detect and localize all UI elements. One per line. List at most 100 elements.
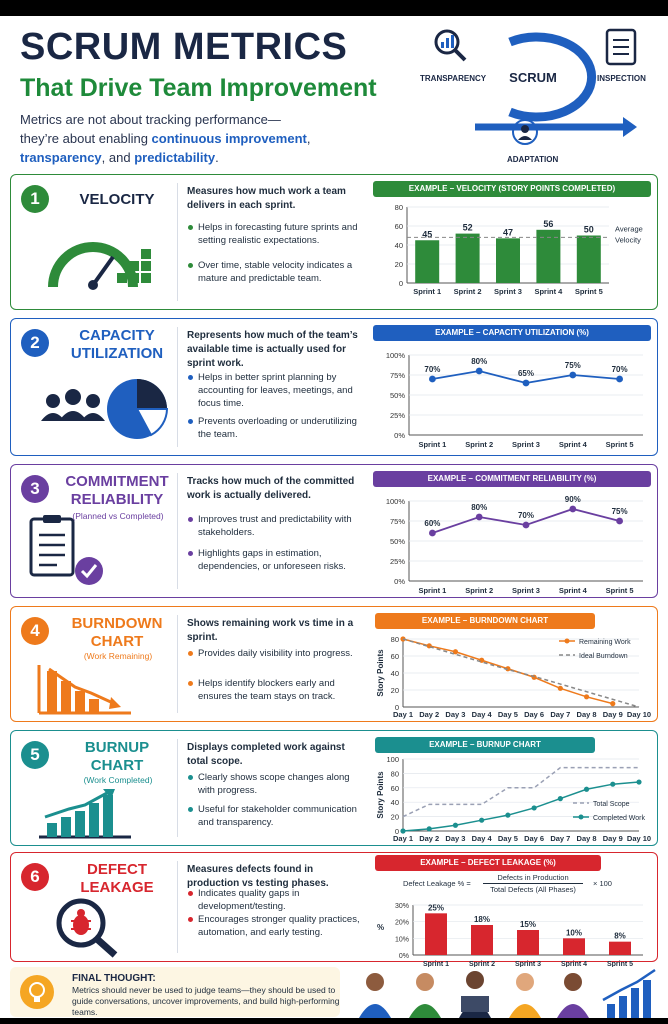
y-tick-label: 0 <box>395 703 399 712</box>
bullet-1: Indicates quality gaps in development/te… <box>187 887 367 913</box>
bar <box>415 240 440 283</box>
average-label: Velocity <box>615 235 641 244</box>
section-title: CAPACITY UTILIZATION <box>70 327 164 362</box>
section-title: BURNUP CHART <box>84 739 150 774</box>
y-tick-label: 25% <box>390 411 405 420</box>
y-axis-label: Story Points <box>376 649 385 697</box>
section-number: 1 <box>21 185 49 213</box>
x-tick-label: Day 5 <box>498 834 518 843</box>
x-tick-label: Sprint 3 <box>512 440 540 449</box>
y-tick-label: 80 <box>391 769 399 778</box>
section-number: 3 <box>21 475 49 503</box>
data-point <box>475 513 483 521</box>
x-tick-label: Sprint 2 <box>465 586 493 595</box>
x-tick-label: Sprint 3 <box>512 586 540 595</box>
bullet-1: Provides daily visibility into progress. <box>187 647 367 660</box>
data-point <box>583 694 590 700</box>
y-tick-label: 100% <box>386 351 406 360</box>
section-number: 6 <box>21 863 49 891</box>
bullet-2: Prevents overloading or underutilizing t… <box>187 415 367 441</box>
x-tick-label: Sprint 1 <box>418 440 446 449</box>
burndown-chart: EXAMPLE – BURNDOWN CHART 0 20 40 60 80 Day 1 D… <box>373 613 651 726</box>
data-point <box>610 701 616 707</box>
section-title: COMMITMENT RELIABILITY <box>65 473 169 508</box>
inspection-label: INSPECTION <box>597 74 646 83</box>
y-tick-label: 25% <box>390 557 405 566</box>
laptop <box>461 996 489 1012</box>
bullet-1: Helps in better sprint planning by accou… <box>187 371 367 410</box>
section-capacity: 2 CAPACITY UTILIZATION Represents how muc… <box>10 318 658 456</box>
section-lead: Represents how much of the team’s availa… <box>187 330 358 369</box>
data-label: 10% <box>566 928 582 937</box>
data-point <box>616 517 623 525</box>
section-burndown: 4 BURNDOWN CHART (Work Remaining) Shows r… <box>10 606 658 722</box>
y-tick-label: 75% <box>390 371 405 380</box>
person-1 <box>359 973 391 1018</box>
section-burnup: 5 BURNUP CHART (Work Completed) Displays … <box>10 730 658 846</box>
y-tick-label: 0% <box>394 577 405 586</box>
bar <box>563 938 585 955</box>
data-point <box>505 666 511 672</box>
y-axis-label: Story Points <box>376 771 385 819</box>
data-label: 80% <box>471 357 487 366</box>
person-2 <box>409 973 441 1018</box>
data-point <box>452 822 459 828</box>
x-tick-label: Sprint 2 <box>465 440 493 449</box>
section-commitment: 3 COMMITMENT RELIABILITY (Planned vs Comp… <box>10 464 658 598</box>
defect-chart: EXAMPLE – DEFECT LEAKAGE (%) Defect Leak… <box>373 855 651 972</box>
data-label: 80% <box>471 503 487 512</box>
data-point <box>400 828 406 834</box>
x-tick-label: Sprint 4 <box>534 287 563 296</box>
data-label: 65% <box>518 369 534 378</box>
bar <box>471 925 493 955</box>
y-tick-label: 60 <box>395 222 403 231</box>
bullet-1: Clearly shows scope changes along with p… <box>187 771 367 797</box>
section-velocity: 1 VELOCITY Measures how much work a team… <box>10 174 658 310</box>
page-title: SCRUM METRICS <box>20 26 348 68</box>
bullet-2: Useful for stakeholder communication and… <box>187 803 367 829</box>
data-point <box>569 371 577 379</box>
y-axis-label: % <box>377 923 384 932</box>
x-tick-label: Sprint 5 <box>606 586 634 595</box>
defect-formula: Defect Leakage % = Defects in Production… <box>403 873 612 894</box>
capacity-chart: EXAMPLE – CAPACITY UTILIZATION (%) 0% 25%… <box>373 325 651 458</box>
data-label: 18% <box>474 915 490 924</box>
velocity-chart: EXAMPLE – VELOCITY (STORY POINTS COMPLET… <box>373 181 651 312</box>
chart-heading: EXAMPLE – BURNDOWN CHART <box>375 613 595 629</box>
x-tick-label: Sprint 3 <box>494 287 522 296</box>
chart-heading: EXAMPLE – BURNUP CHART <box>375 737 595 753</box>
y-tick-label: 100% <box>386 497 406 506</box>
legend-label: Ideal Burndown <box>579 653 628 660</box>
x-tick-label: Sprint 4 <box>561 961 587 967</box>
data-point <box>475 367 483 375</box>
y-tick-label: 0% <box>394 431 405 440</box>
y-tick-label: 10% <box>395 936 409 943</box>
magnifier-chart-icon <box>434 29 467 62</box>
chart-heading: EXAMPLE – COMMITMENT RELIABILITY (%) <box>373 471 651 487</box>
bullet-2: Over time, stable velocity indicates a m… <box>187 259 367 285</box>
clipboard-check-icon <box>29 515 103 585</box>
legend-label: Remaining Work <box>579 639 631 646</box>
x-tick-label: Day 5 <box>498 710 518 719</box>
data-label: 25% <box>428 903 444 912</box>
legend-label: Completed Work <box>593 815 646 822</box>
section-subtitle: (Work Completed) <box>83 775 153 785</box>
data-point <box>522 521 530 529</box>
burnup-chart: EXAMPLE – BURNUP CHART 0 20 40 60 80 100 Day 1… <box>373 737 651 850</box>
x-tick-label: Sprint 1 <box>423 961 449 967</box>
y-tick-label: 80 <box>391 635 399 644</box>
x-tick-label: Day 8 <box>577 834 597 843</box>
y-tick-label: 40 <box>395 241 403 250</box>
x-tick-label: Day 9 <box>603 710 623 719</box>
section-lead: Measures defects found in production vs … <box>187 864 329 889</box>
y-tick-label: 40 <box>391 798 399 807</box>
x-tick-label: Day 3 <box>445 834 465 843</box>
scrum-cycle-diagram: SCRUM TRANSPARENCY INSPECTION ADAPTATION <box>415 22 655 172</box>
person-4 <box>509 973 541 1018</box>
final-text: Metrics should never be used to judge te… <box>72 985 340 1017</box>
chart-heading: EXAMPLE – DEFECT LEAKAGE (%) <box>375 855 601 871</box>
average-label: Average <box>615 224 643 233</box>
growth-bars-icon <box>602 968 656 1018</box>
series-line <box>402 638 640 708</box>
cycle-center-label: SCRUM <box>509 70 557 85</box>
